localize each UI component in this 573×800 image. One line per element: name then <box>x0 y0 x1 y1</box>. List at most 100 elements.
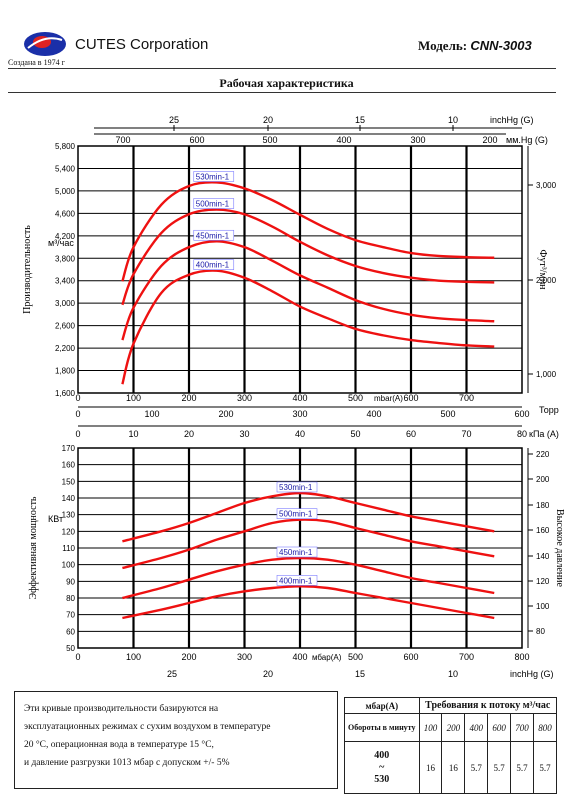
title-rule <box>8 92 556 93</box>
series-label: 400min-1 <box>279 576 313 585</box>
bottom-tick-label: 200 <box>181 652 196 662</box>
series-label: 450min-1 <box>196 231 230 240</box>
right-tick-label: 3,000 <box>536 181 557 190</box>
bottom-tick-label: 400 <box>292 652 307 662</box>
top-tick-label: 600 <box>189 135 204 145</box>
right-tick-label: 220 <box>536 450 550 459</box>
header-rule <box>8 68 556 69</box>
model-label: Модель: CNN-3003 <box>418 38 532 54</box>
bottom-axis-label: мбар(A) <box>312 653 342 662</box>
right-tick-label: 80 <box>536 627 545 636</box>
y-tick-label: 3,400 <box>55 277 76 286</box>
bottom-tick-label: 500 <box>348 393 363 403</box>
y-tick-label: 1,800 <box>55 367 76 376</box>
top-tick-label: 20 <box>184 429 194 439</box>
y-tick-label: 3,800 <box>55 254 76 263</box>
y-tick-label: 160 <box>62 461 76 470</box>
table-pressure: 100 <box>418 713 443 742</box>
company-name: CUTES Corporation <box>75 36 209 53</box>
rpm-bottom: 530 <box>374 773 390 785</box>
right-tick-label: 120 <box>536 577 550 586</box>
bottom-tick-label: 0 <box>75 409 80 419</box>
top-tick-label: 60 <box>406 429 416 439</box>
series-label-box <box>193 171 235 182</box>
top-tick-label: 40 <box>295 429 305 439</box>
table-pressure: 200 <box>441 713 466 742</box>
series-curve <box>121 181 495 282</box>
right-axis-label: Высокое давление <box>554 509 565 587</box>
y-tick-label: 3,000 <box>55 299 76 308</box>
flow-requirements-table: мбар(A) Требования к потоку м³/час Оборо… <box>344 697 558 794</box>
right-axis-label: Фут³/мин <box>537 249 548 290</box>
series-label-box <box>276 575 318 586</box>
series-label-box <box>276 546 318 558</box>
bottom-tick-label: 0 <box>75 393 80 403</box>
y-tick-label: 110 <box>62 544 75 553</box>
table-value: 16 <box>441 741 466 794</box>
series-label: 400min-1 <box>196 261 230 270</box>
series-label-box <box>193 198 235 209</box>
note-line-3: 20 °C, операционная вода в температуре 1… <box>24 740 214 750</box>
bottom-tick-label: 500 <box>348 652 363 662</box>
y-tick-label: 2,200 <box>55 344 76 353</box>
bottom-axis-label: inchHg (G) <box>510 669 554 679</box>
y-tick-label: 1,600 <box>55 389 76 398</box>
bottom-tick-label: 600 <box>403 393 418 403</box>
right-tick-label: 2,000 <box>536 276 557 285</box>
bottom-tick-label: 0 <box>75 652 80 662</box>
top-tick-label: 80 <box>517 429 527 439</box>
note-box <box>14 691 338 789</box>
y-axis-unit: м³/час <box>48 238 74 248</box>
y-tick-label: 150 <box>62 477 76 486</box>
model-prefix: Модель: <box>418 38 471 53</box>
top-axis-label: мм.Hg (G) <box>506 135 548 145</box>
series-label-box <box>276 508 318 519</box>
right-tick-label: 200 <box>536 475 550 484</box>
y-tick-label: 4,200 <box>55 232 76 241</box>
table-value: 16 <box>418 741 443 794</box>
y-axis-label: Эффективная мощность <box>28 496 39 599</box>
performance-charts: 25 20 15 10 inchHg (G)700 600 500 400 300 200 мм.H… <box>22 115 565 679</box>
series-label-box <box>193 259 235 270</box>
series-label: 500min-1 <box>279 510 313 519</box>
rpm-top: 400 <box>374 749 390 761</box>
bottom-tick-label: 500 <box>440 409 455 419</box>
table-pressure: 800 <box>533 713 557 742</box>
bottom-tick-label: 600 <box>403 652 418 662</box>
section-title: Рабочая характеристика <box>219 76 354 90</box>
bottom-tick-label: 400 <box>292 393 307 403</box>
bottom-tick-label: 20 <box>263 669 273 679</box>
series-curve <box>122 556 495 600</box>
series-curve <box>122 585 495 620</box>
right-tick-label: 140 <box>536 552 550 561</box>
bottom-tick-label: 100 <box>144 409 159 419</box>
table-value: 5.7 <box>533 741 557 794</box>
top-tick-label: 10 <box>128 429 138 439</box>
series-label: 530min-1 <box>196 172 230 181</box>
bottom-tick-label: 25 <box>167 669 177 679</box>
bottom-tick-label: 600 <box>514 409 529 419</box>
y-tick-label: 5,800 <box>55 142 76 151</box>
y-tick-label: 5,400 <box>55 164 76 173</box>
top-tick-label: 500 <box>262 135 277 145</box>
table-value: 5.7 <box>510 741 534 794</box>
rpm-mid: ~ <box>379 761 385 773</box>
bottom-tick-label: 200 <box>218 409 233 419</box>
bottom-axis-label: Торр <box>539 405 559 415</box>
series-curve <box>121 208 495 306</box>
table-pressure: 400 <box>464 713 489 742</box>
right-tick-label: 1,000 <box>536 370 557 379</box>
bottom-axis-label: mbar(A) <box>374 394 403 403</box>
table-value: 5.7 <box>487 741 512 794</box>
table-pressure: 600 <box>487 713 512 742</box>
bottom-tick-label: 15 <box>355 669 365 679</box>
top-tick-label: 400 <box>336 135 351 145</box>
y-tick-label: 170 <box>62 444 76 453</box>
logo-icon <box>24 32 66 56</box>
bottom-tick-label: 100 <box>126 393 141 403</box>
series-label: 450min-1 <box>279 548 313 557</box>
series-curve <box>122 491 495 543</box>
table-pressure: 700 <box>510 713 534 742</box>
y-tick-label: 2,600 <box>55 322 76 331</box>
series-label-box <box>193 229 235 241</box>
